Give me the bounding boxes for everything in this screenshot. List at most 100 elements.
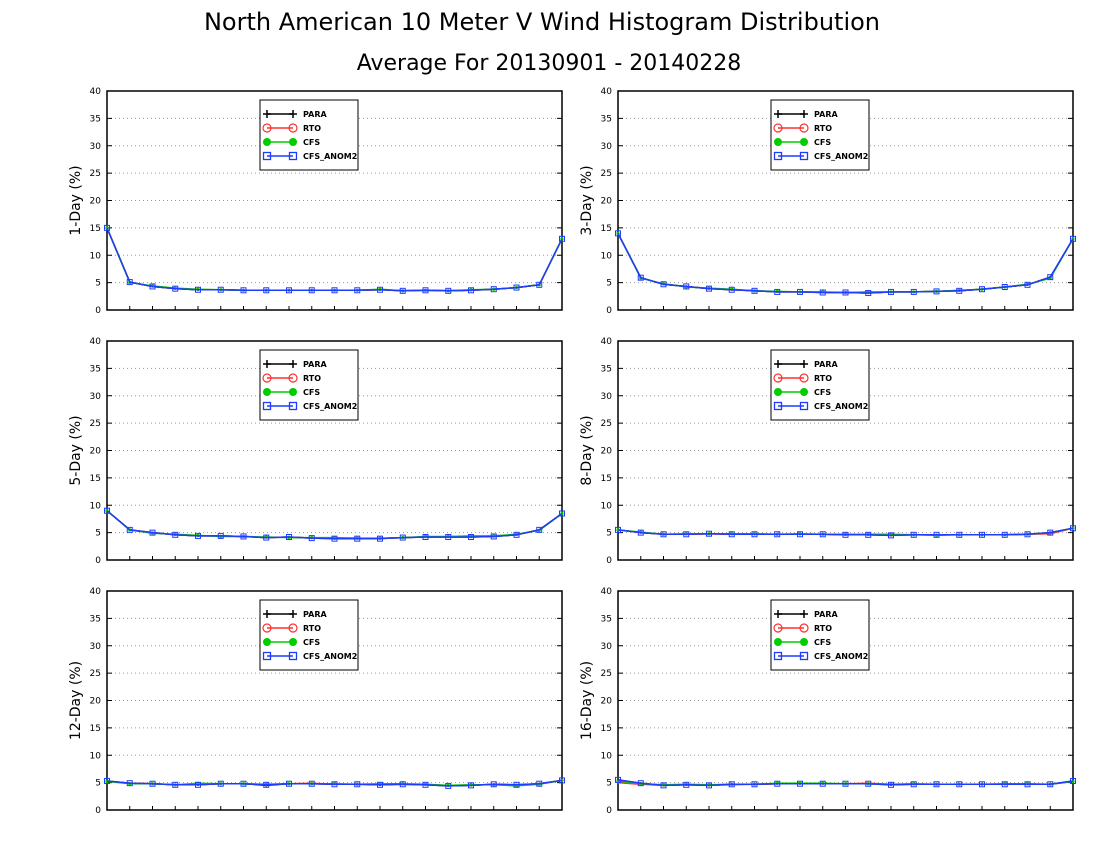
legend-label: RTO	[303, 624, 321, 633]
y-tick-label: 40	[601, 337, 613, 347]
legend-box	[259, 99, 359, 171]
data-point	[331, 535, 338, 542]
y-tick-label: 20	[601, 447, 613, 457]
legend-marker	[800, 360, 808, 368]
legend-label: CFS	[814, 638, 831, 647]
data-point	[660, 531, 667, 538]
y-tick-label: 30	[90, 392, 102, 402]
legend-marker	[774, 388, 782, 396]
data-point	[308, 535, 315, 542]
legend-marker	[773, 373, 783, 383]
data-point	[819, 531, 826, 538]
legend-marker	[288, 401, 298, 411]
data-point	[1024, 781, 1031, 788]
legend-marker	[800, 388, 808, 396]
data-point	[1001, 531, 1008, 538]
legend-label: RTO	[814, 374, 832, 383]
data-point	[979, 286, 985, 293]
y-tick-label: 35	[601, 614, 612, 624]
data-point	[445, 782, 452, 789]
data-point	[819, 289, 826, 296]
y-tick-label: 30	[90, 142, 102, 152]
legend-marker	[288, 623, 298, 633]
legend-marker	[262, 401, 272, 411]
y-axis-label: 16-Day (%)	[579, 661, 595, 740]
data-point	[286, 534, 292, 541]
y-axis-label: 1-Day (%)	[68, 165, 84, 235]
y-tick-label: 25	[601, 419, 612, 429]
data-point	[728, 531, 735, 538]
panels-group: 0 5 10 15 20 25 30 35 40 1-Day (%) PARA RTO CFS CFS_A…	[68, 87, 1076, 816]
legend-box	[259, 599, 359, 671]
data-point	[286, 780, 292, 787]
data-point	[354, 781, 361, 788]
legend-marker	[799, 373, 809, 383]
data-point	[979, 781, 985, 788]
data-point	[751, 781, 758, 788]
legend: PARA RTO CFS CFS_ANOM2	[770, 599, 870, 671]
chart-subtitle: Average For 20130901 - 20140228	[357, 51, 742, 76]
y-tick-label: 10	[601, 501, 613, 511]
legend-label: CFS	[814, 138, 831, 147]
legend-marker	[773, 151, 783, 161]
y-tick-label: 0	[606, 306, 612, 316]
y-tick-label: 25	[90, 169, 101, 179]
data-point	[1070, 235, 1076, 242]
legend-marker	[288, 151, 298, 161]
data-point	[888, 288, 894, 295]
legend-label: PARA	[814, 610, 838, 619]
data-point	[933, 781, 940, 788]
data-point	[354, 535, 361, 542]
data-point	[149, 283, 156, 290]
data-point	[240, 287, 247, 294]
data-point	[263, 781, 270, 788]
legend-marker	[799, 123, 809, 133]
series-markers-cfs	[105, 226, 564, 293]
data-point	[819, 780, 826, 787]
y-tick-label: 15	[601, 474, 612, 484]
legend-label: CFS_ANOM2	[814, 152, 868, 161]
series-markers-cfs	[105, 778, 564, 788]
data-point	[888, 532, 894, 539]
panel-5: 0 5 10 15 20 25 30 35 40 12-Day (%) PARA RTO CFS CFS_…	[68, 587, 565, 816]
legend-label: RTO	[814, 624, 832, 633]
data-point	[377, 781, 383, 788]
y-tick-label: 15	[90, 474, 101, 484]
legend-marker	[262, 623, 272, 633]
y-tick-label: 0	[95, 556, 101, 566]
data-point	[490, 781, 497, 788]
data-point	[217, 532, 224, 539]
data-point	[706, 285, 712, 292]
y-tick-label: 15	[601, 724, 612, 734]
data-point	[660, 782, 667, 789]
y-tick-label: 20	[90, 447, 102, 457]
data-point	[683, 531, 690, 538]
y-tick-label: 5	[95, 529, 101, 539]
y-tick-label: 30	[90, 642, 102, 652]
data-point	[842, 531, 849, 538]
legend-marker	[773, 123, 783, 133]
data-point	[706, 782, 712, 789]
y-axis-label: 8-Day (%)	[579, 415, 595, 485]
data-point	[149, 780, 156, 787]
data-point	[660, 281, 667, 288]
legend-marker	[289, 360, 297, 368]
legend-marker	[799, 401, 809, 411]
y-tick-label: 0	[606, 556, 612, 566]
y-tick-label: 35	[90, 364, 101, 374]
data-point	[104, 777, 110, 784]
y-tick-label: 0	[95, 306, 101, 316]
data-point	[308, 287, 315, 294]
legend-label: CFS_ANOM2	[814, 652, 868, 661]
legend-marker	[773, 401, 783, 411]
plot-frame	[106, 340, 563, 561]
data-point	[979, 531, 985, 538]
data-point	[240, 780, 247, 787]
y-tick-label: 5	[95, 779, 101, 789]
legend-marker	[289, 610, 297, 618]
y-tick-label: 40	[90, 87, 102, 97]
data-point	[1070, 777, 1076, 784]
panel-1: 0 5 10 15 20 25 30 35 40 1-Day (%) PARA RTO CFS CFS_A…	[68, 87, 565, 316]
data-point	[615, 526, 621, 533]
legend-label: CFS	[303, 388, 320, 397]
